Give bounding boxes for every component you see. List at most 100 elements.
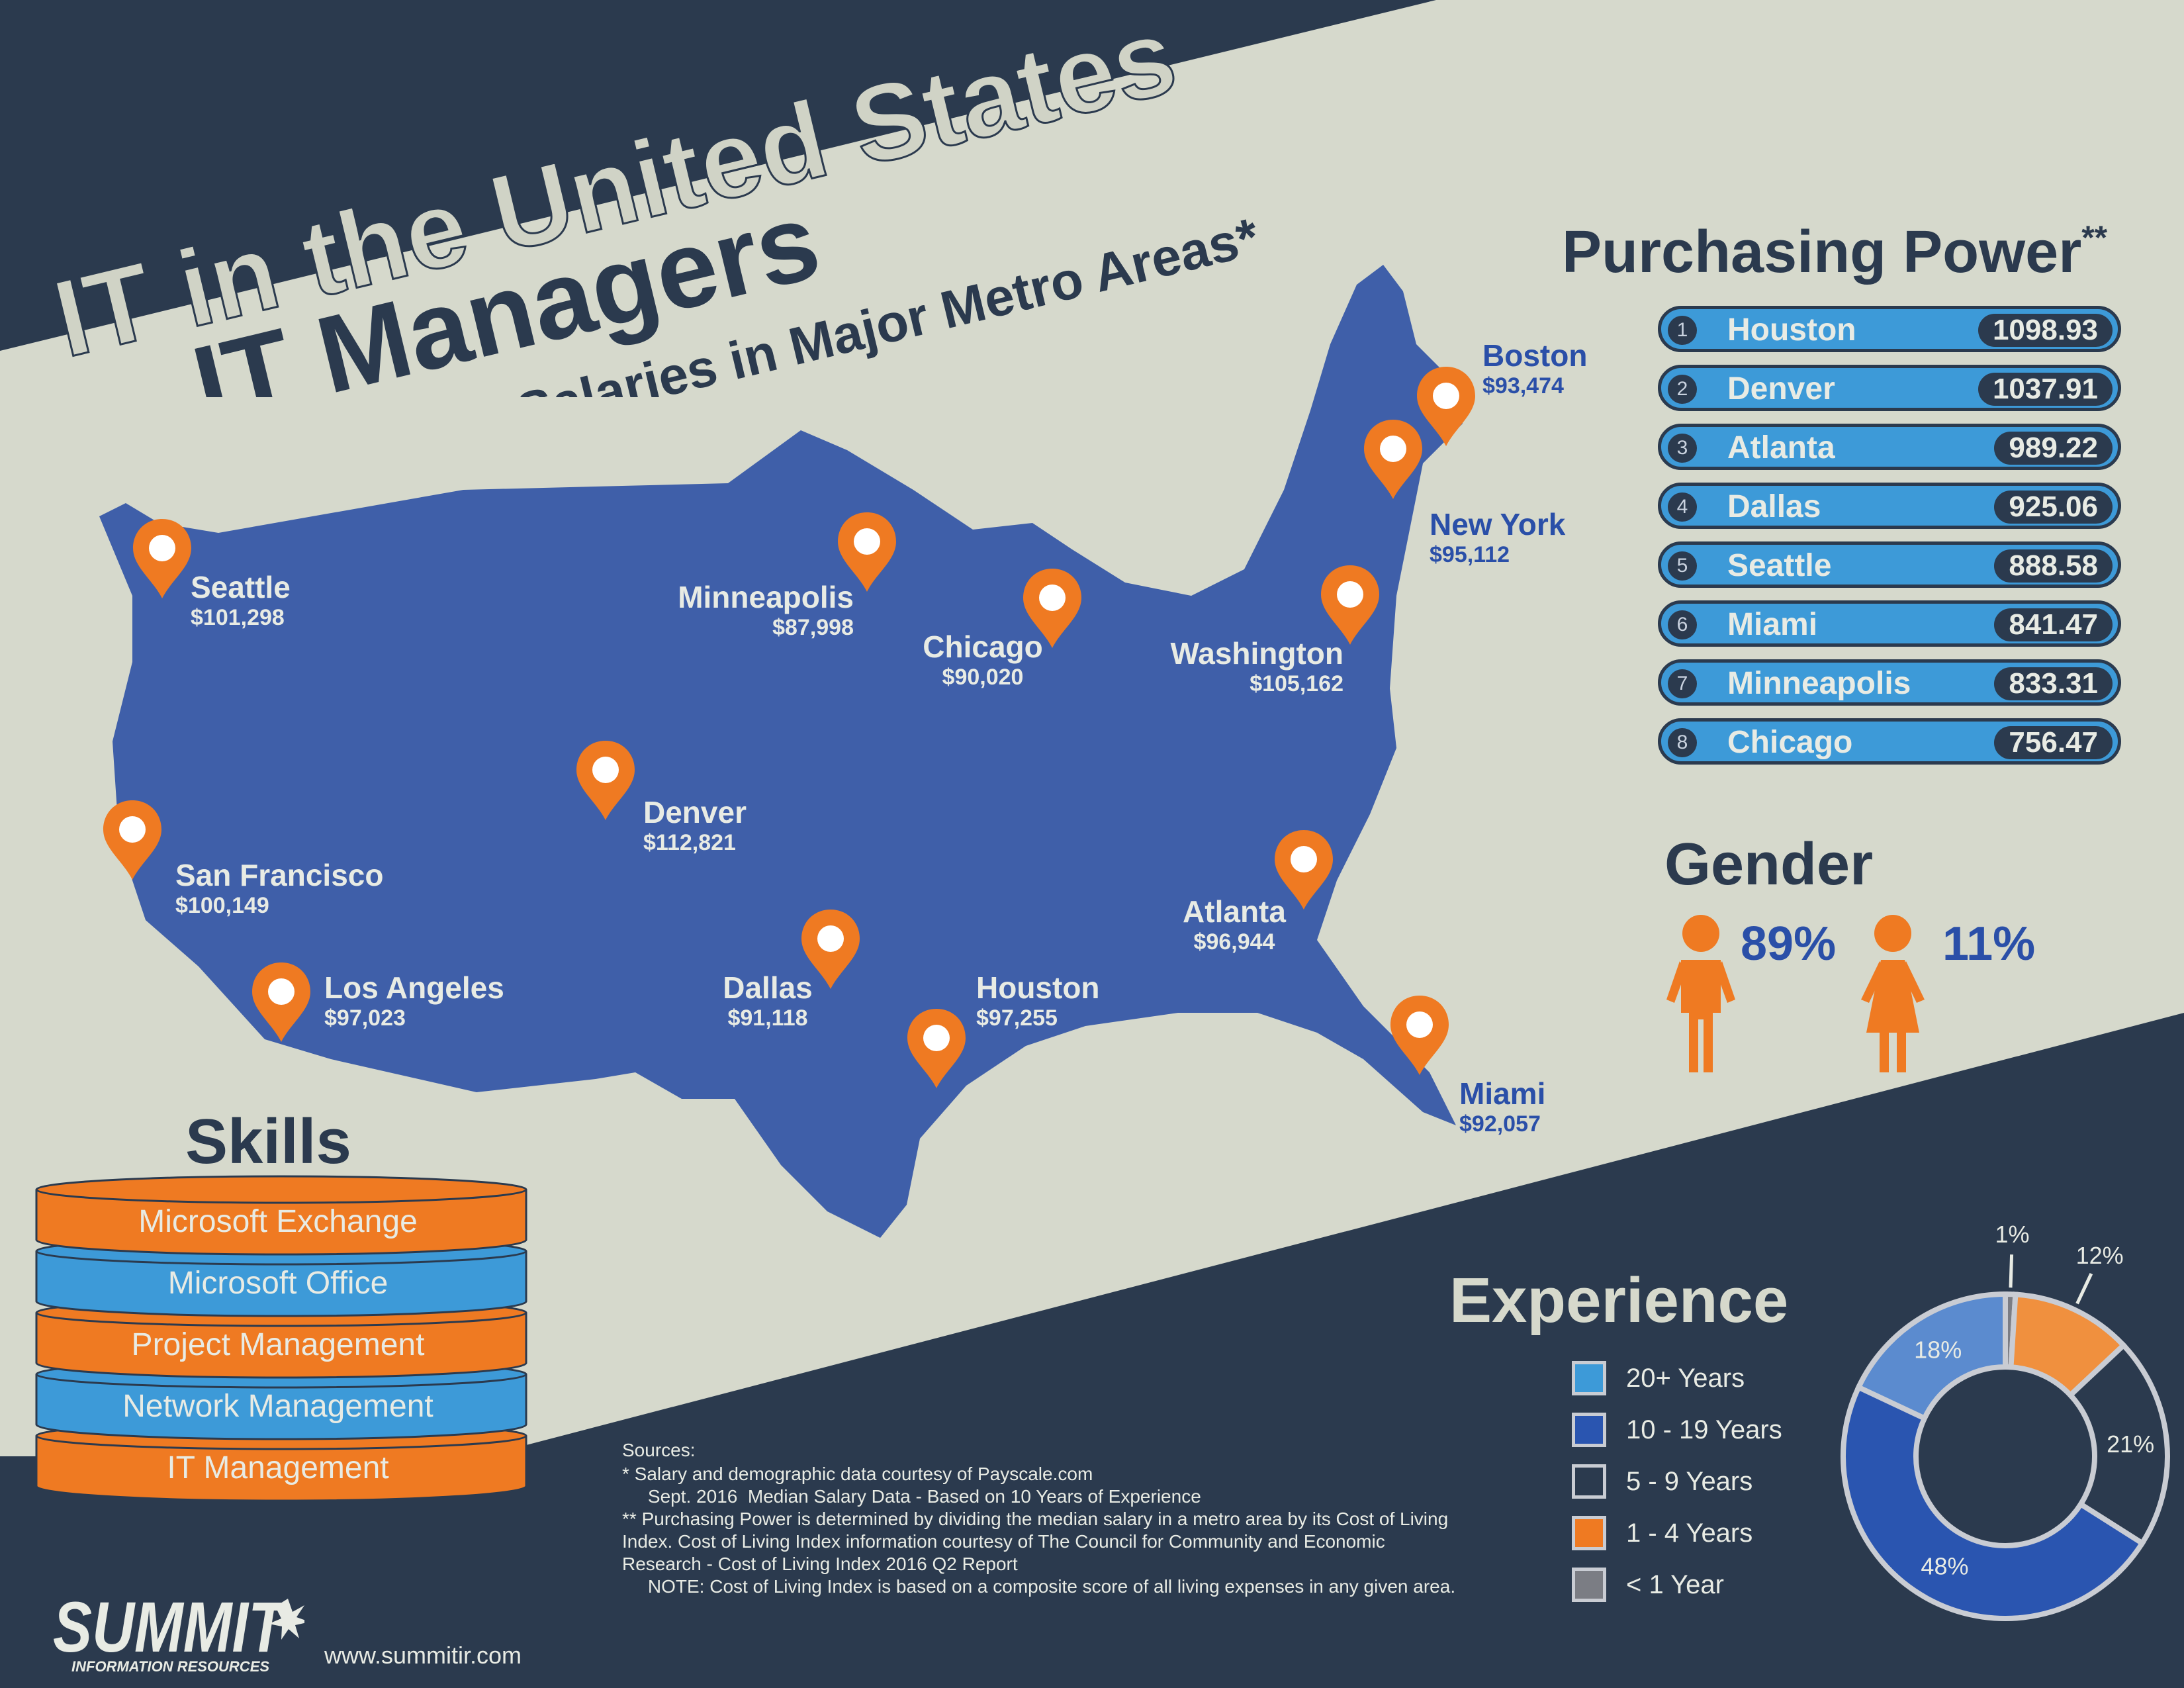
- skills-heading: Skills: [185, 1106, 351, 1177]
- female-icon: [1861, 915, 1925, 1072]
- donut-label: 21%: [2107, 1430, 2154, 1458]
- city-label-chicago: Chicago $90,020: [884, 629, 1082, 690]
- pp-city: Chicago: [1727, 725, 1853, 760]
- donut-segment: [1854, 1291, 2008, 1422]
- legend-swatch: [1572, 1361, 1606, 1395]
- city-name: New York: [1430, 507, 1566, 541]
- map-pin-icon[interactable]: [99, 798, 165, 884]
- city-label-atlanta: Atlanta $96,944: [1135, 894, 1334, 955]
- skill-label: Microsoft Office: [167, 1266, 388, 1301]
- donut-segment: [2066, 1341, 2170, 1547]
- city-salary: $95,112: [1430, 542, 1510, 567]
- website-link[interactable]: www.summitir.com: [324, 1642, 522, 1669]
- city-label-new-york: New York $95,112: [1430, 506, 1565, 568]
- city-name: Boston: [1482, 338, 1588, 373]
- purchasing-power-row: 3 Atlanta 989.22: [1658, 424, 2121, 470]
- city-salary: $87,998: [772, 615, 854, 640]
- donut-leader: [2009, 1254, 2014, 1288]
- sources-heading: Sources:: [622, 1440, 696, 1460]
- map-pin-icon[interactable]: [1413, 364, 1479, 450]
- pp-value: 989.22: [1994, 432, 2113, 465]
- donut-segment: [1841, 1383, 2146, 1621]
- city-label-minneapolis: Minneapolis $87,998: [678, 579, 854, 641]
- city-label-dallas: Dallas $91,118: [668, 970, 867, 1031]
- rank-badge: 4: [1668, 492, 1697, 522]
- male-icon: [1666, 915, 1735, 1072]
- map-pin-icon[interactable]: [797, 907, 864, 993]
- summit-logo-tagline: INFORMATION RESOURCES: [71, 1658, 269, 1675]
- purchasing-power-title: Purchasing Power: [1562, 219, 2082, 285]
- summit-logo-wordmark: SUMMIT: [53, 1587, 289, 1667]
- city-name: Atlanta: [1183, 894, 1286, 929]
- city-name: Houston: [976, 970, 1100, 1005]
- city-label-miami: Miami $92,057: [1459, 1076, 1545, 1137]
- donut-leader: [2075, 1272, 2093, 1305]
- city-salary: $96,944: [1193, 929, 1275, 955]
- city-salary: $101,298: [191, 605, 285, 630]
- source-line: Sept. 2016 Median Salary Data - Based on…: [622, 1486, 1201, 1507]
- city-label-san-francisco: San Francisco $100,149: [175, 857, 383, 919]
- map-pin-icon[interactable]: [903, 1006, 970, 1092]
- purchasing-power-row: 7 Minneapolis 833.31: [1658, 659, 2121, 706]
- pp-city: Atlanta: [1727, 430, 1835, 465]
- city-salary: $100,149: [175, 893, 269, 918]
- map-pin-icon[interactable]: [1387, 993, 1453, 1079]
- donut-label: 1%: [1995, 1221, 2030, 1248]
- city-label-seattle: Seattle $101,298: [191, 569, 291, 631]
- purchasing-power-row: 1 Houston 1098.93: [1658, 306, 2121, 352]
- map-pin-icon[interactable]: [1271, 827, 1337, 914]
- purchasing-power-row: 4 Dallas 925.06: [1658, 483, 2121, 529]
- pp-value: 841.47: [1994, 608, 2113, 641]
- city-name: San Francisco: [175, 858, 384, 892]
- city-salary: $91,118: [727, 1006, 808, 1031]
- skill-label: Microsoft Exchange: [138, 1204, 418, 1239]
- summit-logo: SUMMIT INFORMATION RESOURCES: [53, 1585, 310, 1681]
- rank-badge: 8: [1668, 728, 1697, 757]
- donut-label: 18%: [1914, 1336, 1962, 1364]
- legend-label: < 1 Year: [1626, 1570, 1724, 1599]
- map-pin-icon[interactable]: [129, 516, 195, 602]
- male-percent: 89%: [1741, 917, 1837, 970]
- pp-value: 888.58: [1994, 549, 2113, 583]
- purchasing-power-row: 8 Chicago 756.47: [1658, 718, 2121, 765]
- gender-heading: Gender: [1664, 831, 1874, 898]
- legend-swatch: [1572, 1413, 1606, 1447]
- pp-city: Minneapolis: [1727, 666, 1911, 701]
- city-label-denver: Denver $112,821: [643, 794, 747, 856]
- pp-value: 1098.93: [1978, 314, 2113, 347]
- city-name: Miami: [1459, 1076, 1546, 1111]
- city-label-los-angeles: Los Angeles $97,023: [324, 970, 504, 1031]
- skill-disc: [35, 1175, 527, 1256]
- map-pin-icon[interactable]: [834, 510, 900, 596]
- purchasing-power-row: 2 Denver 1037.91: [1658, 365, 2121, 411]
- map-pin-icon[interactable]: [1019, 566, 1085, 652]
- rank-badge: 7: [1668, 669, 1697, 698]
- city-name: Chicago: [923, 630, 1043, 664]
- pp-city: Miami: [1727, 607, 1818, 642]
- map-pin-icon[interactable]: [1317, 563, 1383, 649]
- female-percent: 11%: [1942, 917, 2036, 970]
- purchasing-power-row: 6 Miami 841.47: [1658, 600, 2121, 647]
- map-pin-icon[interactable]: [1360, 417, 1426, 503]
- purchasing-power-footnote-mark: **: [2081, 219, 2108, 256]
- purchasing-power-heading: Purchasing Power**: [1562, 218, 2107, 287]
- map-pin-icon[interactable]: [248, 960, 314, 1046]
- city-name: Washington: [1170, 636, 1343, 671]
- city-salary: $92,057: [1459, 1111, 1541, 1137]
- city-salary: $112,821: [643, 830, 736, 855]
- map-pin-icon[interactable]: [572, 738, 639, 824]
- source-line: NOTE: Cost of Living Index is based on a…: [622, 1576, 1456, 1597]
- legend-label: 20+ Years: [1626, 1364, 1745, 1393]
- rank-badge: 2: [1668, 375, 1697, 404]
- city-name: Los Angeles: [324, 970, 504, 1005]
- city-name: Dallas: [723, 970, 813, 1005]
- legend-swatch: [1572, 1568, 1606, 1602]
- pp-value: 756.47: [1994, 726, 2113, 759]
- skill-label: Network Management: [122, 1389, 433, 1424]
- source-line: Research - Cost of Living Index 2016 Q2 …: [622, 1554, 1018, 1574]
- pp-city: Seattle: [1727, 548, 1832, 583]
- city-salary: $105,162: [1250, 671, 1343, 696]
- source-line: Index. Cost of Living Index information …: [622, 1531, 1385, 1552]
